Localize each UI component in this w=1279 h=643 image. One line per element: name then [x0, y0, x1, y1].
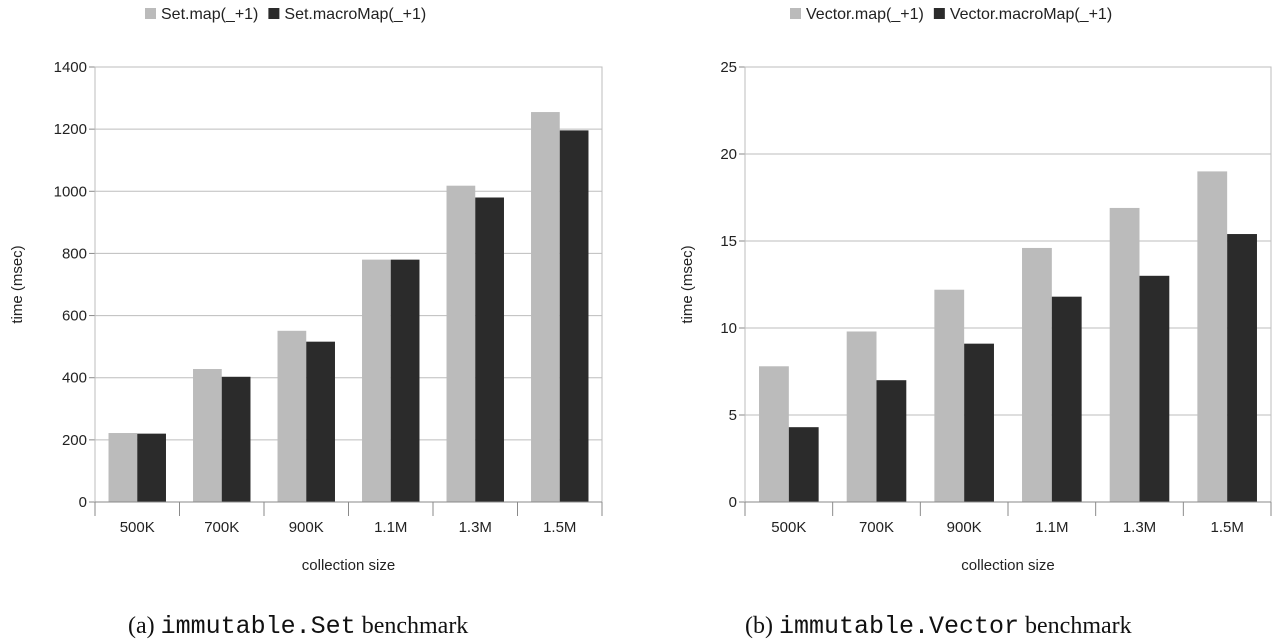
bar-macromap [475, 197, 504, 502]
bar-macromap [559, 130, 589, 502]
caption-a-suffix: benchmark [361, 613, 469, 639]
bar-map [1197, 171, 1228, 502]
x-tick-label: 1.1M [1035, 519, 1068, 536]
bar-macromap [964, 343, 994, 502]
bar-macromap [137, 433, 166, 502]
y-tick-label: 25 [720, 59, 737, 76]
caption-b-suffix: benchmark [1025, 613, 1132, 639]
y-tick-label: 800 [62, 245, 87, 262]
caption-b-code: immutable.Vector [778, 612, 1020, 641]
legend-swatch [790, 8, 801, 19]
bar-macromap [788, 427, 819, 502]
y-tick-label: 15 [720, 233, 737, 250]
y-tick-label: 5 [729, 407, 737, 424]
caption-a-code: immutable.Set [160, 612, 356, 641]
y-tick-label: 1400 [54, 59, 87, 76]
bar-macromap [390, 259, 420, 502]
y-tick-label: 1000 [54, 183, 87, 200]
bar-macromap [1139, 275, 1170, 502]
bar-macromap [876, 380, 907, 502]
caption-a: (a) immutable.Set benchmark [128, 612, 468, 641]
bar-macromap [306, 341, 335, 502]
y-tick-label: 0 [79, 494, 87, 511]
y-tick-label: 1200 [54, 121, 87, 138]
x-tick-label: 1.3M [459, 519, 492, 536]
bar-macromap [1227, 234, 1257, 503]
bar-macromap [1051, 296, 1082, 502]
bar-map [446, 185, 476, 502]
legend-swatch [268, 8, 280, 19]
x-tick-label: 1.3M [1123, 519, 1156, 536]
x-tick-label: 1.5M [543, 519, 576, 536]
y-tick-label: 400 [62, 370, 87, 387]
caption-b-prefix: (b) [745, 613, 773, 639]
bar-map [108, 433, 138, 502]
chart-b: 0 5 10 15 20 25 500K 700K 900K 1.1M 1.3M 1.5M collec… [679, 6, 1272, 574]
x-tick-label: 900K [289, 519, 324, 536]
legend-label: Set.macroMap(_+1) [284, 6, 426, 23]
bar-map [759, 366, 789, 502]
y-tick-label: 20 [720, 146, 737, 163]
y-axis-label: time (msec) [679, 245, 696, 323]
x-tick-label: 1.5M [1210, 519, 1243, 536]
caption-a-prefix: (a) [128, 613, 155, 639]
x-axis-label: collection size [302, 557, 395, 574]
y-tick-label: 10 [720, 320, 737, 337]
caption-b: (b) immutable.Vector benchmark [745, 612, 1132, 641]
legend-label: Vector.macroMap(_+1) [950, 6, 1112, 23]
x-tick-label: 500K [120, 519, 155, 536]
bar-map [277, 330, 307, 502]
y-tick-label: 0 [729, 494, 737, 511]
chart-a: 0 200 400 600 800 1000 1200 1400 500K 700K 900K 1.1… [9, 6, 603, 574]
x-tick-label: 1.1M [374, 519, 407, 536]
bar-map [531, 112, 560, 502]
bar-map [1109, 207, 1140, 502]
x-tick-label: 700K [859, 519, 894, 536]
bar-map [193, 369, 222, 502]
x-axis-label: collection size [961, 557, 1054, 574]
y-tick-label: 200 [62, 432, 87, 449]
legend-label: Set.map(_+1) [161, 6, 258, 23]
bar-map [934, 289, 965, 502]
bar-map [362, 259, 391, 502]
x-tick-label: 900K [947, 519, 982, 536]
legend-label: Vector.map(_+1) [806, 6, 924, 23]
bar-map [1022, 247, 1052, 502]
plot-border [744, 66, 1272, 503]
x-tick-label: 500K [771, 519, 806, 536]
bar-map [846, 331, 877, 502]
x-tick-label: 700K [204, 519, 239, 536]
legend-swatch [145, 8, 156, 19]
y-axis-label: time (msec) [9, 245, 26, 323]
y-tick-label: 600 [62, 308, 87, 325]
bar-macromap [221, 376, 251, 502]
plot-border [94, 66, 603, 503]
legend-swatch [933, 8, 945, 19]
